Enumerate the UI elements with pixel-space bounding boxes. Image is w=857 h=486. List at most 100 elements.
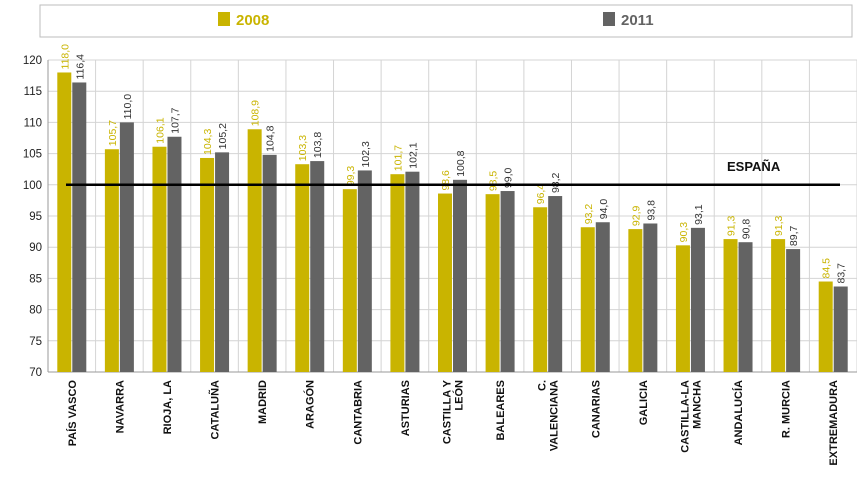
bar-2011-10 bbox=[500, 191, 515, 372]
category-label: CATALUÑA bbox=[209, 380, 222, 440]
data-label-2008-4: 104,3 bbox=[202, 129, 214, 155]
bar-2008-9 bbox=[438, 193, 452, 372]
bar-2011-4 bbox=[215, 152, 230, 372]
legend-label-2011: 2011 bbox=[621, 12, 654, 29]
category-label-line2: VALENCIANA bbox=[549, 380, 561, 451]
category-label: ASTURIAS bbox=[400, 380, 412, 436]
data-label-2011-7: 102,3 bbox=[360, 141, 372, 167]
data-label-2008-9: 98,6 bbox=[440, 170, 452, 191]
category-label: ARAGÓN bbox=[304, 380, 317, 429]
bar-2011-13 bbox=[643, 223, 658, 372]
bar-2008-8 bbox=[390, 174, 405, 372]
bar-2008-17 bbox=[818, 281, 833, 372]
bar-2011-1 bbox=[72, 82, 87, 373]
bar-2011-2 bbox=[119, 122, 134, 373]
data-label-2008-15: 91,3 bbox=[726, 215, 738, 236]
bar-2008-11 bbox=[533, 207, 548, 372]
data-label-2011-12: 94,0 bbox=[598, 199, 610, 220]
y-axis: 70 75 80 85 90 95 100 105 110 115 120 bbox=[23, 55, 857, 379]
bar-2008-10 bbox=[485, 194, 500, 372]
category-label: R. MURCIA bbox=[781, 380, 793, 438]
bar-2011-16 bbox=[786, 249, 801, 372]
data-label-2008-11: 96,4 bbox=[535, 184, 547, 205]
legend-swatch-2008 bbox=[218, 12, 230, 26]
category-label-line2: MANCHA bbox=[691, 380, 703, 429]
y-tick-label: 85 bbox=[29, 273, 42, 285]
legend-label-2008: 2008 bbox=[236, 12, 269, 29]
data-label-2011-3: 107,7 bbox=[169, 107, 181, 133]
data-label-2011-2: 110,0 bbox=[122, 94, 134, 120]
data-label-2011-14: 93,1 bbox=[693, 204, 705, 225]
data-label-2011-16: 89,7 bbox=[788, 225, 800, 246]
bar-2008-3 bbox=[152, 146, 167, 372]
bar-2008-13 bbox=[628, 229, 643, 372]
bar-2008-5 bbox=[247, 129, 262, 372]
category-label: MADRID bbox=[257, 380, 269, 424]
y-tick-label: 120 bbox=[23, 55, 42, 67]
legend-box bbox=[39, 4, 853, 38]
bar-2011-6 bbox=[310, 161, 325, 372]
bar-2008-14 bbox=[675, 245, 690, 372]
category-label-line1: CASTILLA Y bbox=[442, 379, 454, 444]
bar-2008-4 bbox=[200, 157, 215, 372]
category-label: RIOJA, LA bbox=[162, 380, 174, 434]
data-label-2008-10: 98,5 bbox=[488, 171, 500, 192]
category-label-line2: LEÓN bbox=[453, 380, 466, 411]
data-label-2008-3: 106,1 bbox=[154, 117, 166, 143]
bar-2008-12 bbox=[580, 227, 595, 372]
data-label-2011-6: 103,8 bbox=[312, 132, 324, 158]
y-tick-label: 70 bbox=[29, 367, 42, 379]
data-label-2011-8: 102,1 bbox=[407, 142, 419, 168]
espana-reference-label: ESPAÑA bbox=[727, 159, 781, 174]
bar-2011-14 bbox=[690, 227, 705, 372]
category-label: ANDALUCÍA bbox=[732, 380, 745, 445]
category-label: NAVARRA bbox=[114, 380, 126, 433]
bar-2008-15 bbox=[723, 239, 738, 372]
category-label: BALEARES bbox=[495, 380, 507, 441]
category-label: PAÍS VASCO bbox=[66, 380, 79, 447]
y-tick-label: 110 bbox=[24, 117, 42, 129]
bar-2011-9 bbox=[453, 179, 467, 372]
data-label-2011-11: 98,2 bbox=[550, 172, 562, 193]
data-label-2011-13: 93,8 bbox=[645, 200, 657, 221]
bar-2011-8 bbox=[405, 171, 420, 372]
data-label-2011-5: 104,8 bbox=[265, 125, 277, 151]
data-label-2008-2: 105,7 bbox=[107, 120, 119, 146]
bar-2011-12 bbox=[595, 222, 610, 372]
category-label: CANARIAS bbox=[590, 380, 602, 438]
data-label-2008-14: 90,3 bbox=[678, 222, 690, 243]
bar-2008-16 bbox=[771, 239, 786, 372]
category-label: EXTREMADURA bbox=[828, 380, 840, 466]
bar-2011-11 bbox=[548, 196, 563, 372]
bar-2008-7 bbox=[342, 189, 357, 372]
y-tick-label: 105 bbox=[23, 149, 42, 161]
data-label-2008-7: 99,3 bbox=[345, 166, 357, 187]
data-label-2011-9: 100,8 bbox=[455, 150, 467, 176]
data-label-2011-17: 83,7 bbox=[836, 263, 848, 284]
data-label-2008-5: 108,9 bbox=[250, 100, 262, 126]
data-label-2008-13: 92,9 bbox=[630, 206, 642, 227]
reference-line-group: ESPAÑA bbox=[66, 159, 840, 187]
category-label: GALICIA bbox=[638, 380, 650, 425]
data-label-2008-12: 93,2 bbox=[583, 204, 595, 225]
data-label-2008-17: 84,5 bbox=[821, 258, 833, 279]
bar-2008-6 bbox=[295, 164, 310, 372]
bar-2008-1 bbox=[57, 72, 72, 372]
y-tick-label: 75 bbox=[29, 336, 42, 348]
bars bbox=[57, 72, 848, 373]
data-label-2008-6: 103,3 bbox=[297, 135, 309, 161]
y-tick-label: 100 bbox=[23, 180, 42, 192]
category-label-line1: C. bbox=[537, 380, 549, 391]
bar-2008-2 bbox=[104, 149, 119, 372]
data-label-2011-10: 99,0 bbox=[503, 167, 515, 188]
data-label-2011-15: 90,8 bbox=[741, 219, 753, 240]
data-label-2011-4: 105,2 bbox=[217, 123, 229, 149]
data-label-2008-16: 91,3 bbox=[773, 215, 785, 236]
category-label-line1: CASTILLA-LA bbox=[679, 380, 691, 453]
y-tick-label: 115 bbox=[24, 86, 42, 98]
bar-2011-5 bbox=[262, 154, 277, 372]
legend-swatch-2011 bbox=[603, 12, 615, 26]
legend: 2008 2011 bbox=[39, 4, 853, 38]
